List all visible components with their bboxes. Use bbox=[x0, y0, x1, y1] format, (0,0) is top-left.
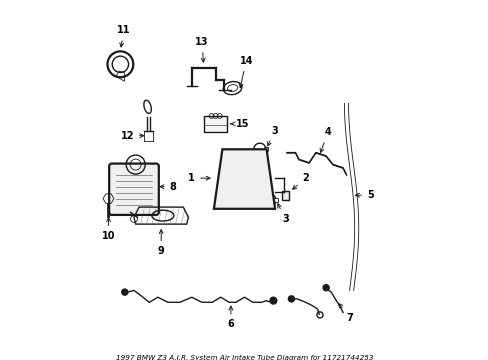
Circle shape bbox=[269, 297, 276, 304]
Text: 7: 7 bbox=[338, 303, 352, 323]
Text: 13: 13 bbox=[195, 37, 208, 62]
Text: 10: 10 bbox=[102, 218, 115, 241]
Text: 9: 9 bbox=[158, 230, 164, 256]
Text: 3: 3 bbox=[277, 204, 288, 224]
Circle shape bbox=[122, 289, 127, 295]
Text: 4: 4 bbox=[320, 127, 330, 153]
Text: 15: 15 bbox=[230, 119, 249, 129]
FancyBboxPatch shape bbox=[264, 147, 267, 151]
Text: 8: 8 bbox=[160, 182, 176, 192]
Text: 1997 BMW Z3 A.I.R. System Air Intake Tube Diagram for 11721744253: 1997 BMW Z3 A.I.R. System Air Intake Tub… bbox=[116, 355, 372, 360]
FancyBboxPatch shape bbox=[281, 191, 289, 200]
FancyBboxPatch shape bbox=[273, 198, 278, 202]
Text: 1: 1 bbox=[188, 173, 210, 183]
FancyBboxPatch shape bbox=[109, 163, 159, 215]
Circle shape bbox=[288, 296, 294, 302]
Circle shape bbox=[323, 285, 328, 291]
Text: 11: 11 bbox=[117, 25, 130, 47]
FancyBboxPatch shape bbox=[203, 116, 227, 132]
Text: 2: 2 bbox=[292, 173, 308, 189]
Text: 12: 12 bbox=[120, 131, 143, 141]
Text: 3: 3 bbox=[267, 126, 278, 146]
Text: 6: 6 bbox=[227, 306, 234, 329]
Text: 14: 14 bbox=[239, 56, 252, 88]
Polygon shape bbox=[213, 149, 275, 209]
Text: 5: 5 bbox=[355, 190, 373, 200]
